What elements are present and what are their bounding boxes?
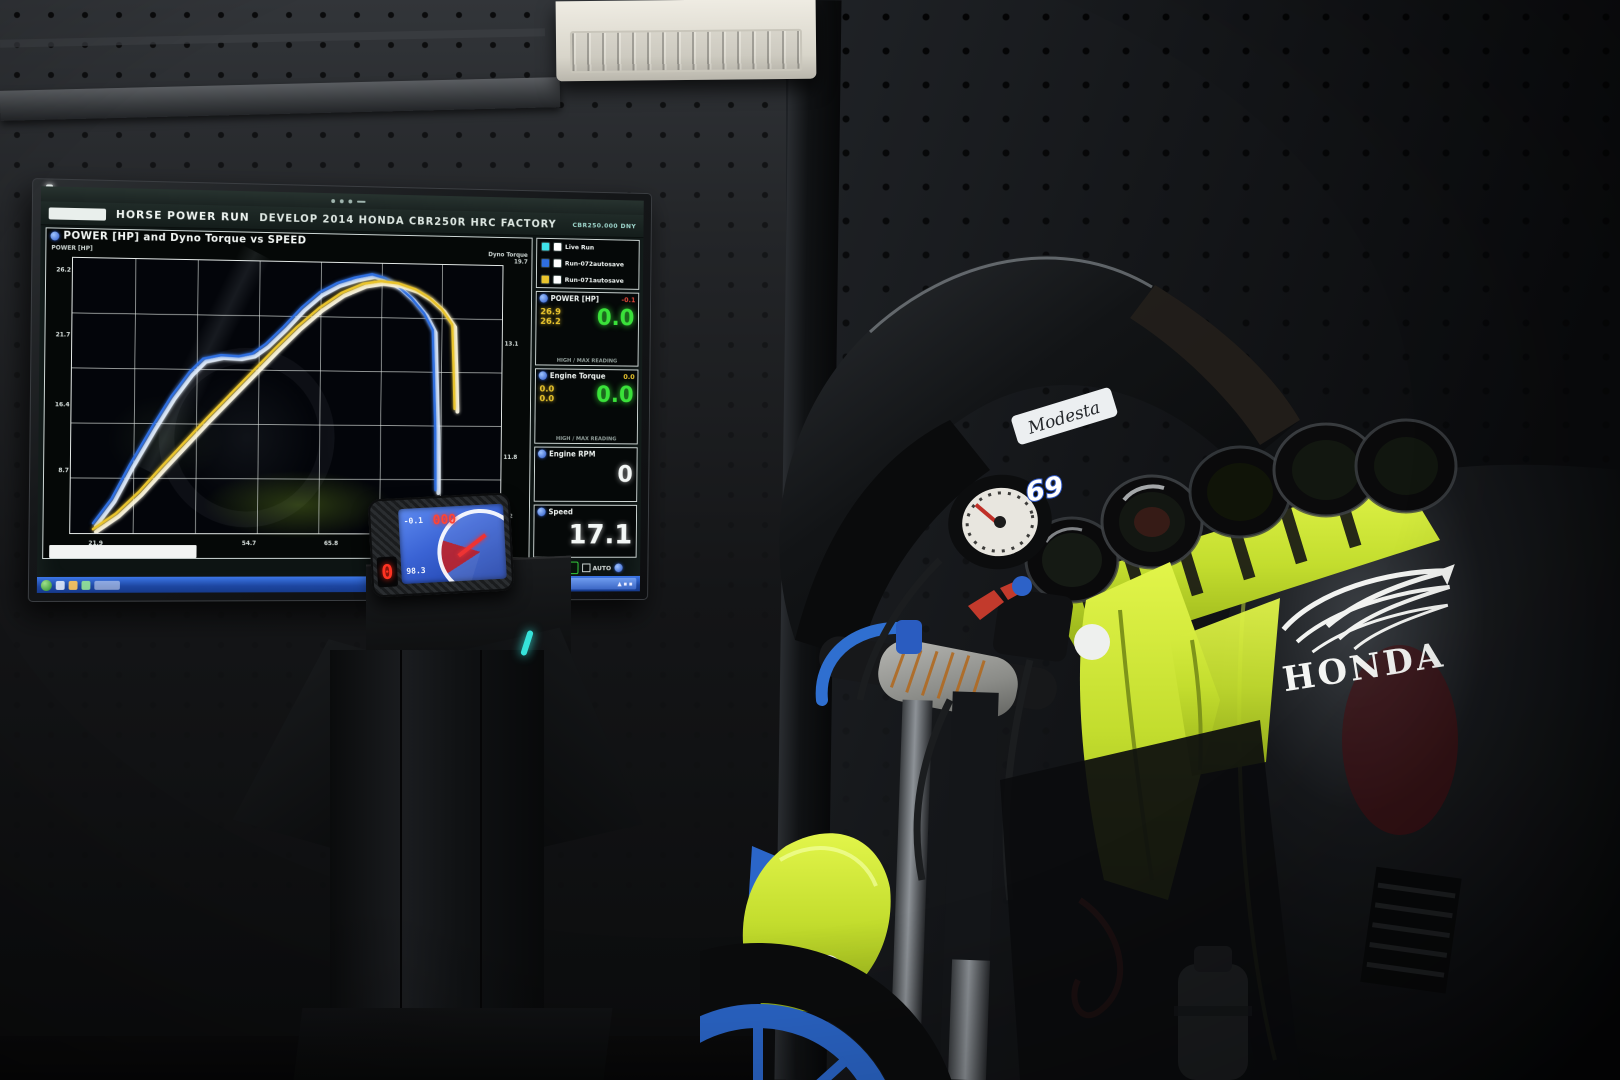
system-tray[interactable]: ▲ ▪ ▪ [569,577,637,590]
dyno-plot [69,244,504,539]
app-logo [48,206,107,221]
red-adjuster-lever [968,580,1026,620]
fairing-inner-dark [795,420,990,660]
fender-highlight [778,846,878,887]
axis-tick-label: 13.1 [504,340,519,348]
auto-checkbox-group[interactable]: AUTO [582,563,612,573]
loaded-file-label: CBR250.000 DNY [572,220,637,230]
axis-tick-label: 8.7 [58,467,69,475]
power-label: POWER [HP] [550,294,600,304]
power-max-reading-1: 26.9 [540,307,561,318]
chart-settings-gear-icon[interactable] [50,230,60,241]
auto-checkbox[interactable] [582,563,591,573]
start-menu-orb[interactable] [40,579,52,591]
left-axis-ticks: 26.2 21.7 16.4 8.7 [46,256,71,534]
taskbar-icon[interactable] [68,580,78,590]
windscreen-edge-highlight [868,256,1153,334]
taskbar-icon[interactable] [55,580,65,590]
run-legend: Live Run Run-072autosave Run-071autosave [535,237,640,290]
switch-housing [993,588,1073,662]
torque-max-reading-2: 0.0 [539,394,555,405]
dash-value-bottom: 98.3 [406,565,426,576]
power-header-value: -0.1 [621,295,636,304]
axis-tick-label: 54.7 [241,540,257,548]
blue-cap [1012,576,1032,596]
axis-tick-label: 21.7 [55,331,71,339]
legend-item-live-run[interactable]: Live Run [540,241,635,254]
taskbar-active-app[interactable] [94,580,120,590]
grip-pattern [889,649,986,702]
run-subtitle: DEVELOP 2014 HONDA CBR250R HRC FACTORY [259,211,557,230]
torque-current-value: 0.0 [595,382,634,409]
y-axis-label: POWER [HP] [51,244,93,253]
right-axis-label: Dyno Torque 19.7 [488,251,528,266]
horizontal-scrollbar[interactable] [49,545,197,558]
dyno-software-screen: HORSE POWER RUN DEVELOP 2014 HONDA CBR25… [36,186,644,593]
readouts-column: Live Run Run-072autosave Run-071autosave… [531,235,643,576]
speed-current-value: 17.1 [568,517,633,550]
fork-lower-silver [947,959,991,1080]
engine-shadow-mass [1000,720,1300,1080]
legend-item-run-071[interactable]: Run-071autosave [540,274,635,286]
torque-label: Engine Torque [549,371,606,382]
right-axis-ticks: 13.111.89.2 [503,265,526,534]
auto-label: AUTO [592,563,612,572]
power-curves-chart [70,258,502,534]
torque-readout-box: Engine Torque 0.0 0.0 0.0 0.0 HIGH / MAX… [534,368,639,445]
axis-tick-label: 16.4 [54,400,70,408]
app-title: HORSE POWER RUN [115,207,250,224]
sixty-nine-sticker: 69 [1023,471,1066,509]
front-wheel [700,943,952,1080]
torque-gear-icon[interactable] [538,371,548,381]
data-logger-dash-display: 0 000 -0.1 98.3 [367,492,515,598]
modesta-sticker: Modesta [1011,387,1118,445]
honda-race-motorcycle: HONDA [700,255,1620,1080]
axis-tick-label: 26.2 [56,266,71,274]
power-max-reading-2: 26.2 [540,317,561,328]
rpm-digits: 000 [432,512,457,529]
round-sticker [1074,624,1110,660]
axis-tick-label: 11.8 [503,453,518,461]
power-current-value: 0.0 [596,305,635,332]
torque-footer: HIGH / MAX READING [555,435,617,443]
torque-header-value: 0.0 [623,373,635,381]
gauge-pods [1024,418,1458,604]
rpm-readout-box: Engine RPM 0 [533,446,638,502]
speed-label: Speed [548,507,573,517]
axis-tick-label: 65.8 [323,540,339,548]
power-footer: HIGH / MAX READING [556,358,618,365]
speed-readout-box: Speed 17.1 [533,504,638,558]
taskbar-icon[interactable] [81,580,91,590]
tank-red-reflection [1342,645,1458,835]
dash-lcd-screen: 000 -0.1 98.3 [398,503,507,585]
carbon-trim [1130,285,1300,445]
dash-value-top: -0.1 [403,515,424,526]
chart-title: POWER [HP] and Dyno Torque vs SPEED [63,229,307,247]
legend-item-run-072[interactable]: Run-072autosave [540,258,635,269]
dyno-monitor: HORSE POWER RUN DEVELOP 2014 HONDA CBR25… [27,178,653,603]
rpm-current-value: 0 [617,460,633,488]
curve-run-071autosave [96,279,459,533]
rpm-gear-icon[interactable] [537,449,547,458]
dyno-tower-base [293,1008,613,1080]
rpm-label: Engine RPM [549,449,596,459]
power-gear-icon[interactable] [539,293,548,303]
settings-gear-icon[interactable] [614,563,624,573]
power-readout-box: POWER [HP] -0.1 26.9 26.2 0.0 HIGH / MAX… [535,290,640,368]
lever-pivot [896,620,922,654]
speedometer-gauge [948,474,1052,570]
tank-vent-patch [1360,866,1462,994]
windscreen [779,255,1300,640]
gear-led-digit: 0 [376,556,399,588]
speed-gear-icon[interactable] [537,507,546,516]
